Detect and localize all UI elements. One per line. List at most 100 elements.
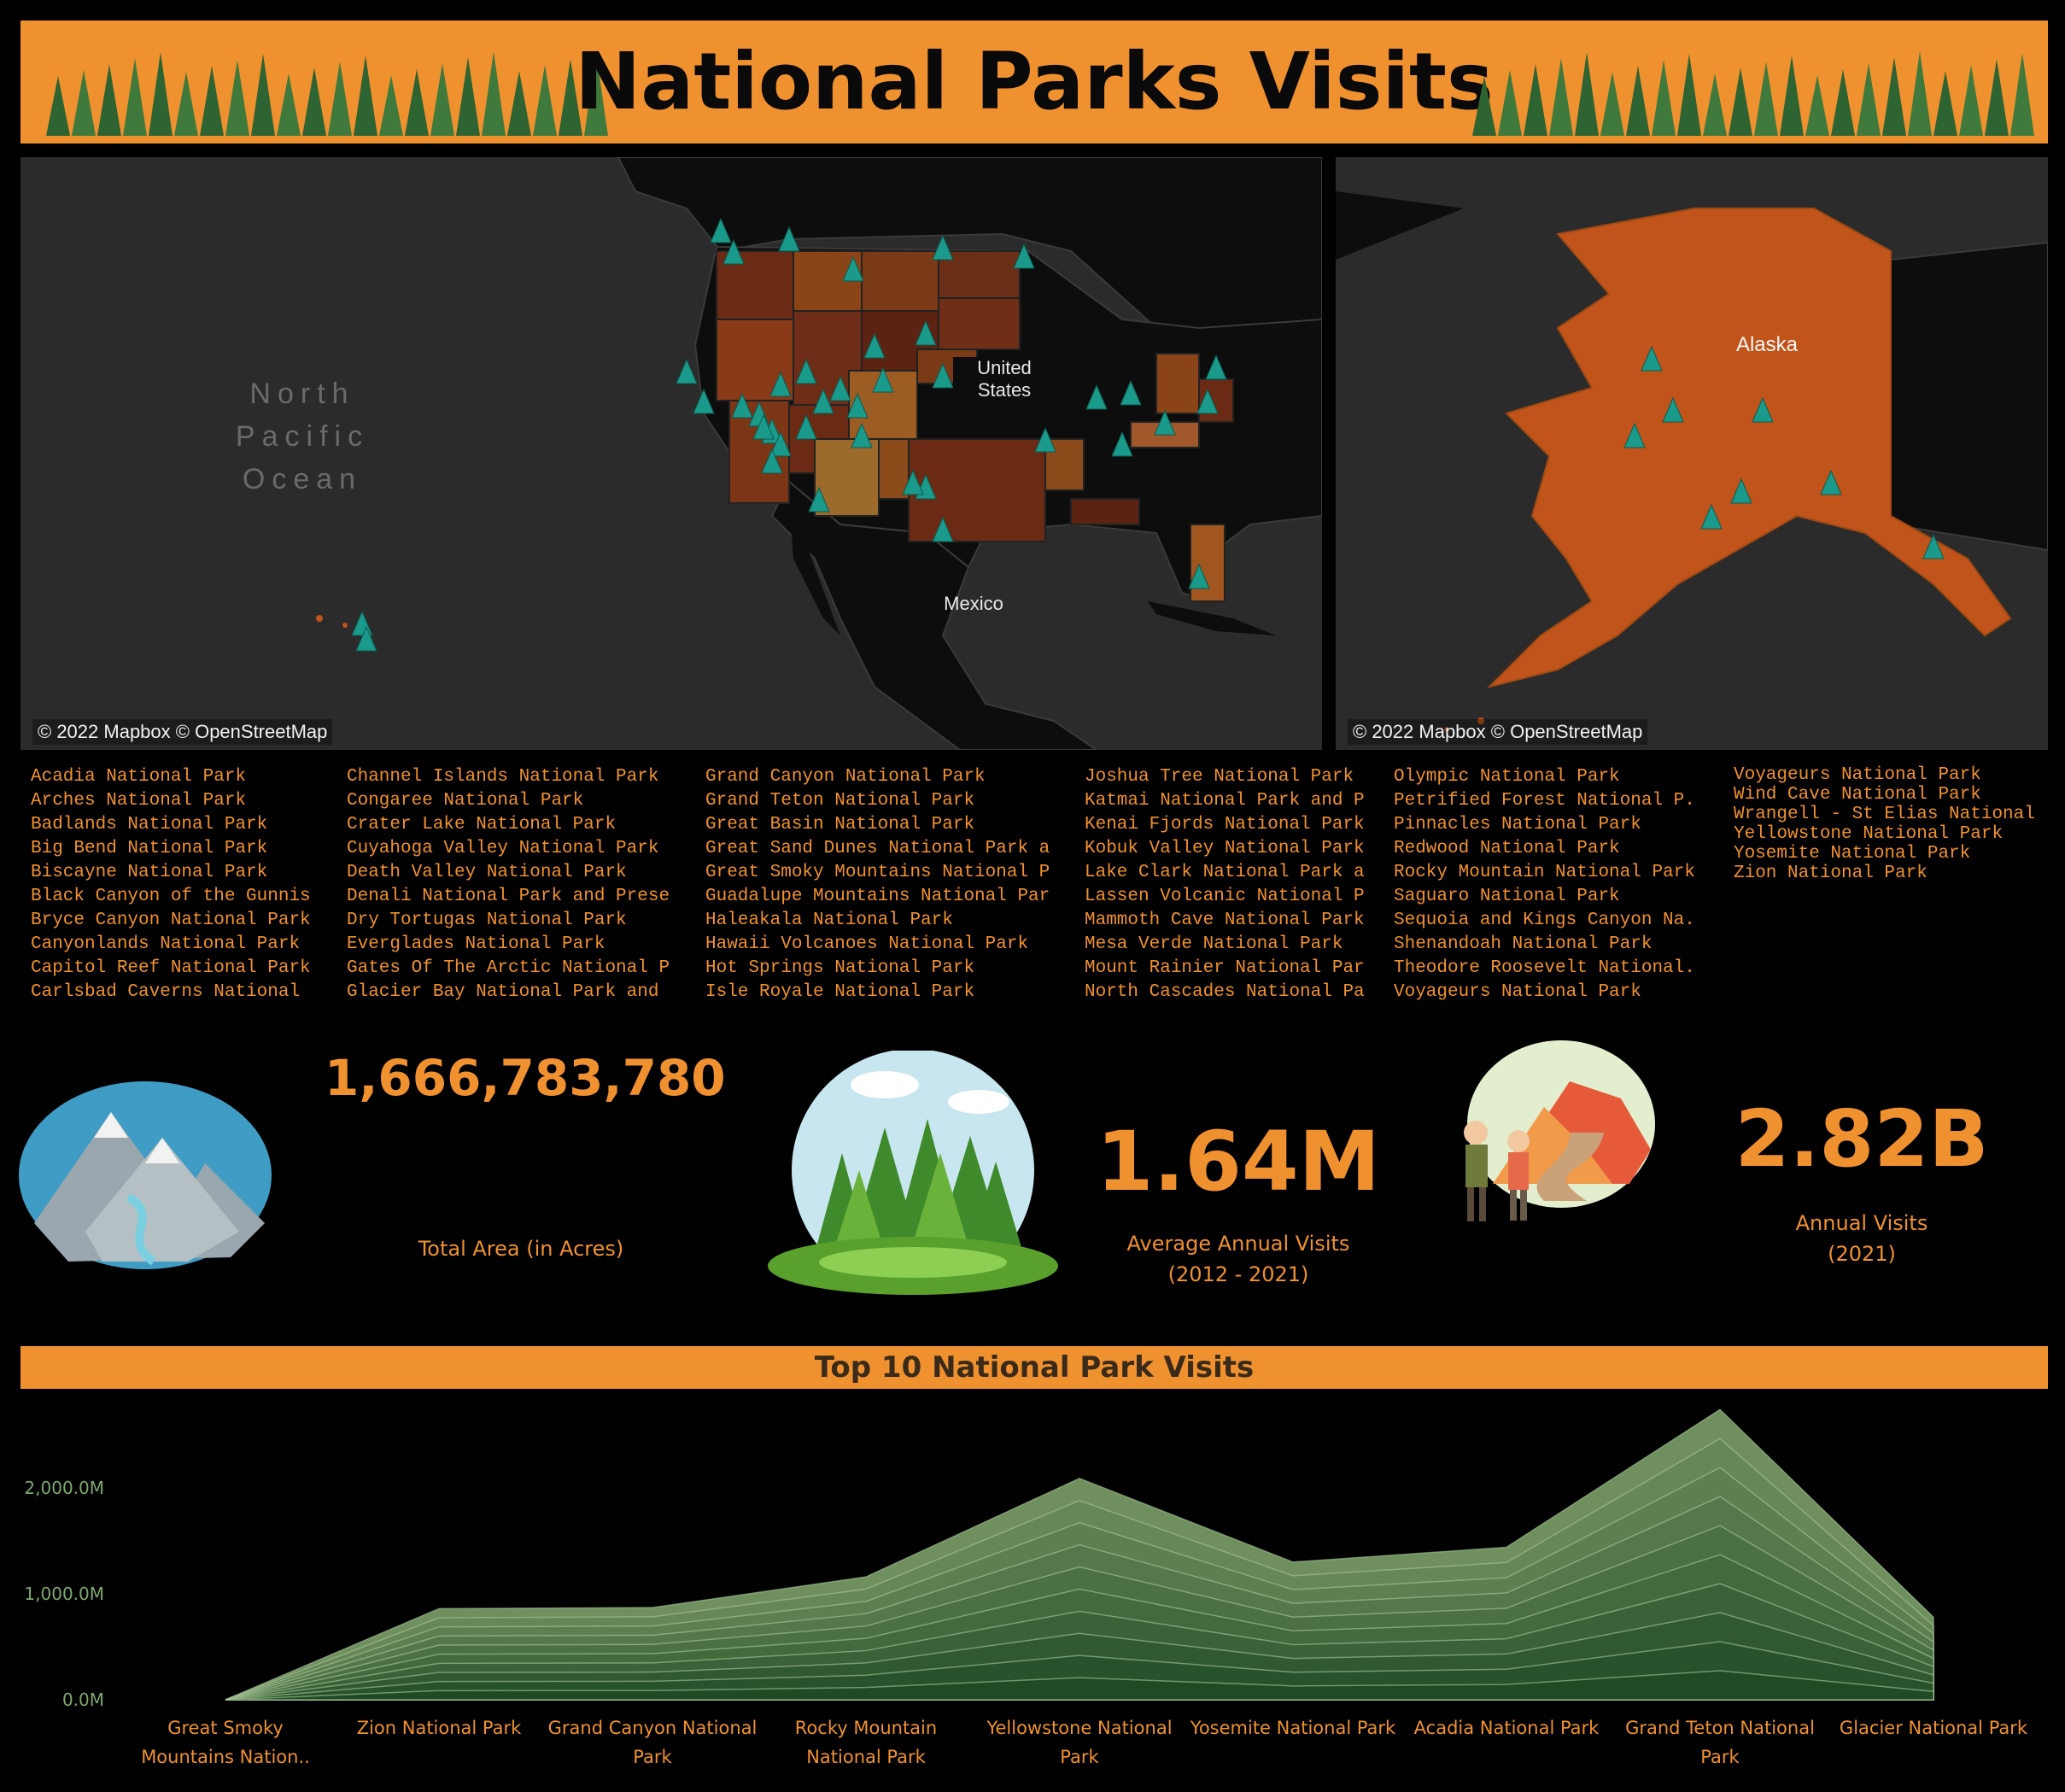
park-list-item[interactable]: Isle Royale National Park xyxy=(705,982,975,1002)
park-marker-icon xyxy=(1034,426,1056,453)
park-list-item[interactable]: Shenandoah National Park xyxy=(1394,934,1653,954)
park-list-item[interactable]: Acadia National Park xyxy=(31,767,247,787)
header-tree-icon xyxy=(1677,54,1701,136)
header-tree-icon xyxy=(379,75,403,136)
park-list-item[interactable]: Congaree National Park xyxy=(347,791,584,811)
park-list-item[interactable]: Theodore Roosevelt National. xyxy=(1394,958,1695,978)
header-tree-icon xyxy=(277,73,301,136)
kpi-total-area-label: Total Area (in Acres) xyxy=(418,1237,624,1261)
us-map[interactable]: North Pacific Ocean United States Mexico… xyxy=(20,157,1322,750)
park-list-item[interactable]: Joshua Tree National Park xyxy=(1085,767,1354,787)
park-list-item[interactable]: Wrangell - St Elias National xyxy=(1734,805,2035,824)
park-list-item[interactable]: Kobuk Valley National Park xyxy=(1085,839,1365,858)
park-list-item[interactable]: Voyageurs National Park xyxy=(1734,765,1981,785)
park-list-item[interactable]: Capitol Reef National Park xyxy=(31,958,311,978)
kpi-avg-visits-label: Average Annual Visits xyxy=(1126,1232,1350,1256)
park-list-item[interactable]: Lake Clark National Park a xyxy=(1085,863,1365,882)
park-list-item[interactable]: Great Sand Dunes National Park a xyxy=(705,839,1050,858)
park-list-item[interactable]: Mesa Verde National Park xyxy=(1085,934,1343,954)
park-list-item[interactable]: Redwood National Park xyxy=(1394,839,1620,858)
header-tree-icon xyxy=(354,56,377,136)
x-tick-label: Grand Canyon National Park xyxy=(548,1718,758,1767)
park-list-item[interactable]: Yellowstone National Park xyxy=(1734,824,2004,844)
park-marker-icon xyxy=(710,217,732,243)
header-tree-icon xyxy=(1754,61,1778,136)
park-marker-icon xyxy=(778,225,800,252)
tree-row-left-icon xyxy=(46,51,608,136)
area-series-layer xyxy=(225,1670,1934,1701)
park-list-item[interactable]: Black Canyon of the Gunnis xyxy=(31,887,311,906)
park-list-item[interactable]: Kenai Fjords National Park xyxy=(1085,815,1365,835)
header-tree-icon xyxy=(1831,69,1855,136)
park-list-item[interactable]: Voyageurs National Park xyxy=(1394,982,1641,1002)
park-list-item[interactable]: Saguaro National Park xyxy=(1394,887,1620,906)
park-list-item[interactable]: Pinnacles National Park xyxy=(1394,815,1641,835)
park-list-item[interactable]: Bryce Canyon National Park xyxy=(31,911,311,930)
park-marker-icon xyxy=(872,366,894,393)
park-list-item[interactable]: Mammoth Cave National Park xyxy=(1085,911,1365,930)
park-list-item[interactable]: Petrified Forest National P. xyxy=(1394,791,1695,811)
top-parks-area-chart[interactable]: 0.0M 1,000.0M 2,000.0M Great Smoky Mountain… xyxy=(0,1392,2065,1792)
park-list-item[interactable]: Hot Springs National Park xyxy=(705,958,975,978)
park-list-item[interactable]: Zion National Park xyxy=(1734,864,1928,883)
park-list-item[interactable]: Sequoia and Kings Canyon Na. xyxy=(1394,911,1695,930)
header-tree-icon xyxy=(1575,52,1599,136)
park-marker-icon xyxy=(1196,388,1219,414)
park-marker-icon xyxy=(1120,379,1142,406)
park-list-item[interactable]: Grand Teton National Park xyxy=(705,791,975,811)
park-list-item[interactable]: Glacier Bay National Park and xyxy=(347,982,659,1002)
park-list-item[interactable]: Grand Canyon National Park xyxy=(705,767,986,787)
map-copyright[interactable]: © 2022 Mapbox © OpenStreetMap xyxy=(32,719,333,745)
park-list-item[interactable]: Olympic National Park xyxy=(1394,767,1620,787)
park-list-item[interactable]: Dry Tortugas National Park xyxy=(347,911,627,930)
park-list-item[interactable]: Gates Of The Arctic National P xyxy=(347,958,670,978)
header-tree-icon xyxy=(1933,71,1957,136)
header-tree-icon xyxy=(405,69,429,136)
y-tick-label: 2,000.0M xyxy=(24,1478,104,1498)
park-list-item[interactable]: Arches National Park xyxy=(31,791,247,811)
park-list-item[interactable]: Great Basin National Park xyxy=(705,815,975,835)
park-column: Joshua Tree National Park Katmai National… xyxy=(1085,765,1375,1004)
alaska-map-graphic xyxy=(1336,191,2048,732)
park-marker-icon xyxy=(693,388,715,414)
park-marker-icon xyxy=(1700,503,1723,530)
park-list-item[interactable]: Haleakala National Park xyxy=(705,911,953,930)
park-marker-icon xyxy=(676,358,698,384)
park-list-item[interactable]: Guadalupe Mountains National Par xyxy=(705,887,1050,906)
page-title: National Parks Visits xyxy=(575,36,1494,127)
park-list-item[interactable]: Yosemite National Park xyxy=(1734,844,1971,864)
map-copyright-alaska[interactable]: © 2022 Mapbox © OpenStreetMap xyxy=(1348,719,1648,745)
park-list-item[interactable]: Lassen Volcanic National P xyxy=(1085,887,1365,906)
park-marker-icon xyxy=(842,255,864,282)
header-tree-icon xyxy=(225,60,249,136)
park-list-item[interactable]: Death Valley National Park xyxy=(347,863,627,882)
park-marker-icon xyxy=(1820,469,1842,495)
park-marker-icon xyxy=(902,469,924,495)
park-list-item[interactable]: Biscayne National Park xyxy=(31,863,268,882)
park-list-item[interactable]: Big Bend National Park xyxy=(31,839,268,858)
park-list-item[interactable]: Hawaii Volcanoes National Park xyxy=(705,934,1029,954)
park-list-item[interactable]: Katmai National Park and P xyxy=(1085,791,1365,811)
park-list-item[interactable]: Denali National Park and Prese xyxy=(347,887,670,906)
park-list-item[interactable]: Canyonlands National Park xyxy=(31,934,301,954)
park-list-item[interactable]: Wind Cave National Park xyxy=(1734,785,1981,805)
park-list-item[interactable]: Rocky Mountain National Park xyxy=(1394,863,1695,882)
header-tree-icon xyxy=(174,72,198,136)
park-list-item[interactable]: Everglades National Park xyxy=(347,934,605,954)
park-list-item[interactable]: Mount Rainier National Par xyxy=(1085,958,1365,978)
park-marker-icon xyxy=(355,625,377,652)
header-tree-icon xyxy=(1985,59,2009,136)
header-tree-icon xyxy=(1959,65,1983,136)
park-list-item[interactable]: Great Smoky Mountains National P xyxy=(705,863,1050,882)
header-tree-icon xyxy=(1524,64,1547,136)
country-label-mexico: Mexico xyxy=(944,593,1003,614)
park-list-item[interactable]: Carlsbad Caverns National xyxy=(31,982,301,1002)
y-tick-label: 1,000.0M xyxy=(24,1584,104,1604)
park-list-item[interactable]: Channel Islands National Park xyxy=(347,767,659,787)
y-tick-label: 0.0M xyxy=(62,1690,104,1710)
park-list-item[interactable]: Crater Lake National Park xyxy=(347,815,617,835)
park-list-item[interactable]: North Cascades National Pa xyxy=(1085,982,1365,1002)
park-list-item[interactable]: Cuyahoga Valley National Park xyxy=(347,839,659,858)
alaska-map[interactable]: Alaska © 2022 Mapbox © OpenStreetMap xyxy=(1336,157,2048,750)
park-list-item[interactable]: Badlands National Park xyxy=(31,815,268,835)
